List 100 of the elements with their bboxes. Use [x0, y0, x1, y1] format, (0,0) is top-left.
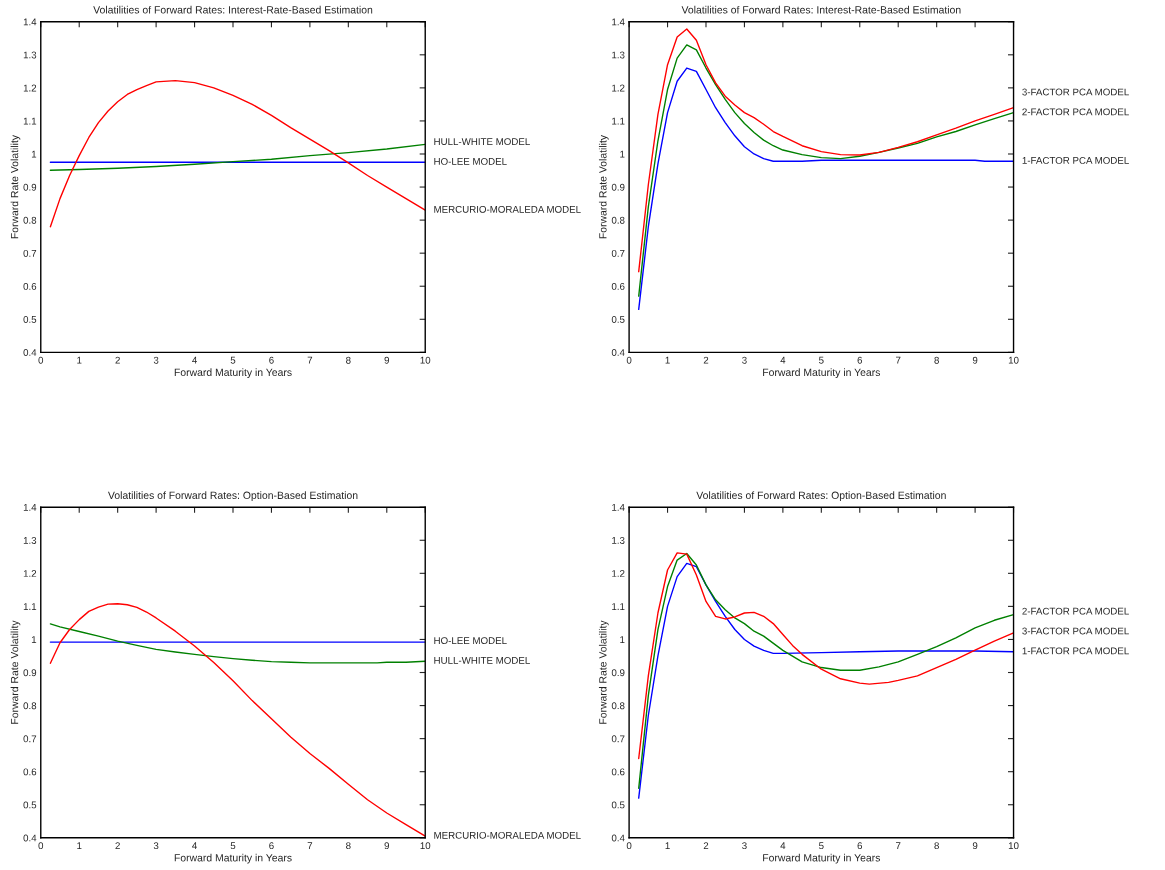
series-label: 1-FACTOR PCA MODEL	[1022, 647, 1129, 655]
x-tick-label: 8	[934, 842, 939, 850]
x-tick-label: 7	[307, 842, 313, 850]
x-tick-label: 4	[192, 356, 197, 364]
y-tick-label: 1.4	[612, 504, 625, 511]
y-tick-label: 0.7	[23, 735, 37, 743]
y-tick-label: 0.4	[23, 834, 37, 842]
x-tick-label: 7	[896, 842, 901, 850]
series-label: 3-FACTOR PCA MODEL	[1022, 627, 1129, 635]
series-label: MERCURIO-MORALEDA MODEL	[434, 831, 581, 839]
series-label: 3-FACTOR PCA MODEL	[1022, 88, 1129, 96]
line-series	[49, 79, 426, 228]
y-tick-label: 0.6	[611, 282, 625, 290]
y-tick-label: 0.7	[23, 249, 37, 257]
y-tick-label: 0.9	[611, 669, 625, 677]
chart-title: Volatilities of Forward Rates: Interest-Rate-Based Estimation	[681, 5, 961, 14]
y-tick-label: 0.6	[23, 282, 37, 290]
y-tick-label: 1.2	[612, 84, 625, 92]
y-tick-label: 0.8	[23, 216, 37, 224]
x-tick-label: 6	[269, 842, 274, 850]
y-tick-label: 0.5	[23, 316, 37, 323]
series-label: 2-FACTOR PCA MODEL	[1022, 607, 1129, 615]
y-tick-label: 0.8	[611, 216, 625, 224]
x-tick-label: 4	[192, 842, 197, 850]
x-tick-label: 9	[972, 842, 978, 850]
y-tick-label: 1.3	[23, 537, 37, 544]
x-axis-title: Forward Maturity in Years	[763, 853, 881, 864]
x-tick-label: 6	[269, 356, 274, 364]
x-tick-label: 4	[780, 356, 786, 364]
y-tick-label: 1.2	[23, 84, 37, 92]
x-tick-label: 0	[38, 842, 44, 850]
line-series	[49, 143, 426, 171]
y-tick-label: 1	[31, 636, 37, 643]
x-tick-label: 3	[742, 842, 747, 850]
y-tick-label: 1.4	[23, 18, 37, 26]
series-label: 1-FACTOR PCA MODEL	[1022, 156, 1129, 164]
x-tick-label: 5	[230, 356, 236, 364]
series-label: HO-LEE MODEL	[434, 637, 507, 645]
y-tick-label: 0.6	[611, 768, 625, 776]
y-tick-label: 0.4	[23, 349, 37, 356]
y-tick-label: 0.7	[611, 735, 625, 743]
x-tick-label: 2	[115, 842, 120, 850]
y-tick-label: 1.3	[612, 51, 625, 59]
x-tick-label: 10	[1008, 356, 1019, 364]
y-axis-title: Forward Rate Volatility	[598, 134, 609, 239]
y-tick-label: 1.2	[23, 570, 37, 577]
y-axis-title: Forward Rate Volatility	[598, 620, 609, 724]
x-tick-label: 7	[896, 356, 901, 364]
y-tick-label: 0.8	[611, 702, 625, 710]
y-tick-label: 1.1	[612, 117, 625, 125]
x-tick-label: 5	[230, 842, 236, 850]
y-tick-label: 0.8	[23, 702, 37, 710]
y-axis-title: Forward Rate Volatility	[10, 134, 21, 239]
x-tick-label: 1	[77, 356, 82, 364]
series-label: MERCURIO-MORALEDA MODEL	[434, 205, 581, 213]
x-tick-label: 5	[819, 356, 824, 364]
y-tick-label: 0.4	[611, 349, 625, 356]
chart-title: Volatilities of Forward Rates: Option-Based Estimation	[108, 491, 358, 502]
chart-title: Volatilities of Forward Rates: Interest-Rate-Based Estimation	[93, 5, 373, 14]
x-tick-label: 1	[665, 842, 670, 850]
x-tick-label: 10	[1008, 842, 1019, 850]
x-tick-label: 9	[384, 356, 390, 364]
x-axis-title: Forward Maturity in Years	[174, 368, 292, 379]
x-axis-title: Forward Maturity in Years	[763, 368, 881, 379]
chart-title: Volatilities of Forward Rates: Option-Based Estimation	[696, 491, 946, 502]
series-label: HULL-WHITE MODEL	[434, 138, 530, 146]
x-tick-label: 1	[77, 842, 82, 850]
x-tick-label: 0	[38, 356, 44, 364]
y-tick-label: 1.2	[612, 570, 625, 577]
x-tick-label: 0	[626, 356, 632, 364]
x-tick-label: 8	[346, 356, 351, 364]
y-tick-label: 0.7	[611, 249, 625, 257]
x-tick-label: 10	[420, 842, 431, 850]
y-tick-label: 1.4	[612, 18, 625, 26]
x-tick-label: 1	[665, 356, 670, 364]
y-tick-label: 0.5	[611, 316, 625, 323]
y-tick-label: 0.9	[611, 183, 625, 191]
line-series	[49, 623, 426, 664]
y-tick-label: 0.9	[23, 669, 37, 677]
y-tick-label: 1	[620, 150, 625, 158]
y-tick-label: 0.5	[23, 801, 37, 809]
x-tick-label: 4	[780, 842, 786, 850]
y-tick-label: 0.5	[611, 801, 625, 809]
series-label: 2-FACTOR PCA MODEL	[1022, 108, 1129, 116]
x-tick-label: 5	[819, 842, 824, 850]
x-tick-label: 7	[307, 356, 313, 364]
x-tick-label: 8	[934, 356, 939, 364]
x-tick-label: 2	[703, 356, 709, 364]
y-tick-label: 1.1	[23, 603, 37, 610]
y-axis-title: Forward Rate Volatility	[10, 620, 21, 724]
x-tick-label: 10	[420, 356, 431, 364]
x-tick-label: 3	[153, 842, 159, 850]
y-tick-label: 1	[620, 636, 625, 643]
y-tick-label: 1.1	[23, 117, 37, 125]
x-tick-label: 9	[972, 356, 978, 364]
x-tick-label: 3	[153, 356, 159, 364]
y-tick-label: 1.3	[612, 537, 625, 544]
x-tick-label: 8	[346, 842, 351, 850]
y-tick-label: 0.6	[23, 768, 37, 776]
y-tick-label: 0.4	[611, 834, 625, 842]
